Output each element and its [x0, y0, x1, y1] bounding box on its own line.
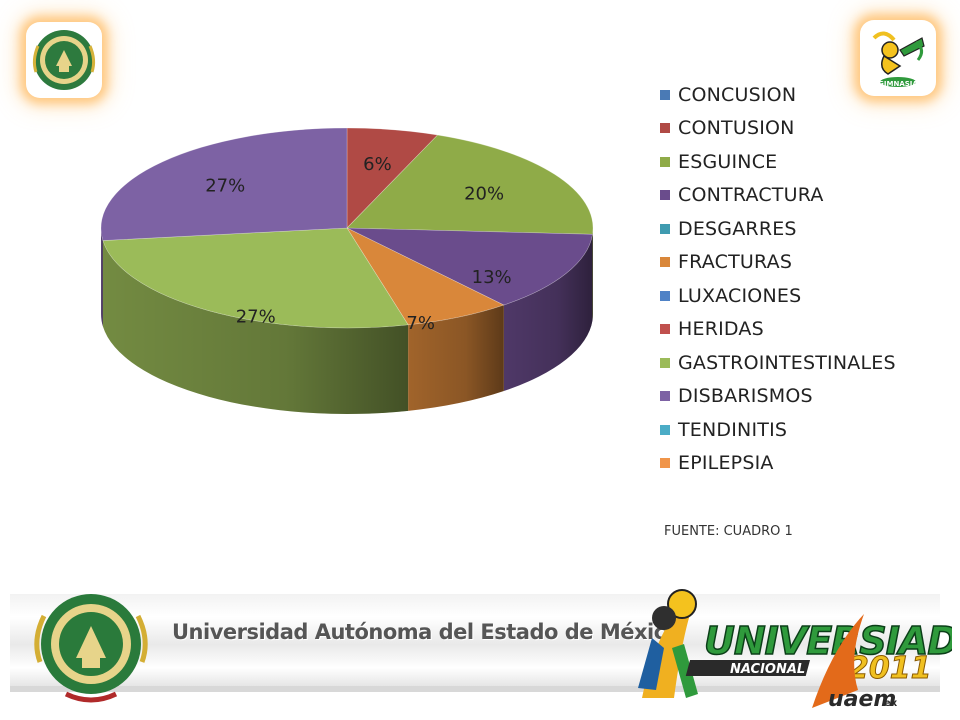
legend-item: CONTRACTURA [660, 179, 896, 213]
pie-slice-side-shade [101, 228, 103, 327]
pie-value-label: 20% [464, 184, 504, 205]
legend-item: DESGARRES [660, 212, 896, 246]
pie-value-label: 27% [205, 175, 245, 196]
event-title: UNIVERSIADA [704, 619, 952, 663]
university-name: Universidad Autónoma del Estado de Méxic… [172, 620, 680, 644]
pie-slice-fracturas [346, 227, 505, 326]
legend-label: GASTROINTESTINALES [678, 351, 896, 374]
universiada-logo: UNIVERSIADA NACIONAL 2011 uaem ex [638, 589, 952, 712]
legend-item: FRACTURAS [660, 246, 896, 280]
pie-slice-side-shade [102, 240, 409, 414]
event-year: 2011 [848, 651, 932, 686]
mascot-head-icon [667, 589, 697, 619]
legend-label: FRACTURAS [678, 251, 793, 274]
legend-swatch [660, 324, 670, 335]
pie-slice-side-shade [408, 305, 504, 411]
university-seal-icon [32, 30, 96, 90]
legend-label: DISBARISMOS [678, 385, 813, 408]
event-sub: NACIONAL [730, 662, 805, 677]
pie-slice-disbarismos [100, 127, 348, 241]
legend-swatch [660, 156, 670, 167]
legend-swatch [660, 424, 670, 435]
legend-label: CONCUSION [678, 83, 797, 106]
legend-label: CONTUSION [678, 117, 795, 140]
legend-label: CONTRACTURA [678, 184, 824, 207]
pie-slice-gastrointestinales [102, 227, 409, 329]
legend-item: ESGUINCE [660, 145, 896, 179]
pie-value-label: 27% [236, 306, 276, 327]
pie-value-label: 7% [406, 313, 435, 334]
legend-item: EPILEPSIA [660, 447, 896, 481]
legend-label: DESGARRES [678, 217, 797, 240]
legend-label: LUXACIONES [678, 284, 802, 307]
legend-label: ESGUINCE [678, 150, 778, 173]
legend-label: EPILEPSIA [678, 452, 774, 475]
event-org-sub: ex [884, 698, 898, 709]
gimnasia-badge: GIMNASIA [860, 20, 936, 96]
legend-swatch [660, 190, 670, 201]
university-crest-icon [34, 594, 148, 703]
pie-slice-contractura [346, 227, 593, 306]
legend-swatch [660, 458, 670, 469]
legend-item: TENDINITIS [660, 413, 896, 447]
pie-value-label: 6% [363, 154, 392, 175]
legend-swatch [660, 257, 670, 268]
pie-value-label: 13% [472, 267, 512, 288]
chart-legend: CONCUSION CONTUSION ESGUINCE CONTRACTURA DES… [660, 78, 896, 480]
legend-item: LUXACIONES [660, 279, 896, 313]
legend-label: HERIDAS [678, 318, 764, 341]
legend-swatch [660, 123, 670, 134]
mascot-head-icon [652, 606, 676, 630]
pie-slice-contusion [346, 127, 439, 229]
legend-item: CONTUSION [660, 112, 896, 146]
source-note: FUENTE: CUADRO 1 [664, 524, 793, 539]
legend-label: TENDINITIS [678, 418, 788, 441]
legend-swatch [660, 290, 670, 301]
university-seal-badge [26, 22, 102, 98]
gymnast-mascot-icon: GIMNASIA [872, 31, 925, 88]
legend-swatch [660, 89, 670, 100]
legend-item: GASTROINTESTINALES [660, 346, 896, 380]
pie-chart: 6% 20% 13% 7% 27% 27% [100, 127, 594, 414]
legend-swatch [660, 223, 670, 234]
gimnasia-label: GIMNASIA [878, 80, 918, 88]
footer-banner: Universidad Autónoma del Estado de Méxic… [0, 576, 960, 720]
flame-icon [812, 614, 864, 708]
legend-item: DISBARISMOS [660, 380, 896, 414]
pie-slice-esguince [346, 134, 594, 235]
pie-slice-side-shade [503, 234, 593, 392]
legend-item: HERIDAS [660, 313, 896, 347]
legend-item: CONCUSION [660, 78, 896, 112]
legend-swatch [660, 357, 670, 368]
event-org: uaem [828, 687, 896, 712]
legend-swatch [660, 391, 670, 402]
